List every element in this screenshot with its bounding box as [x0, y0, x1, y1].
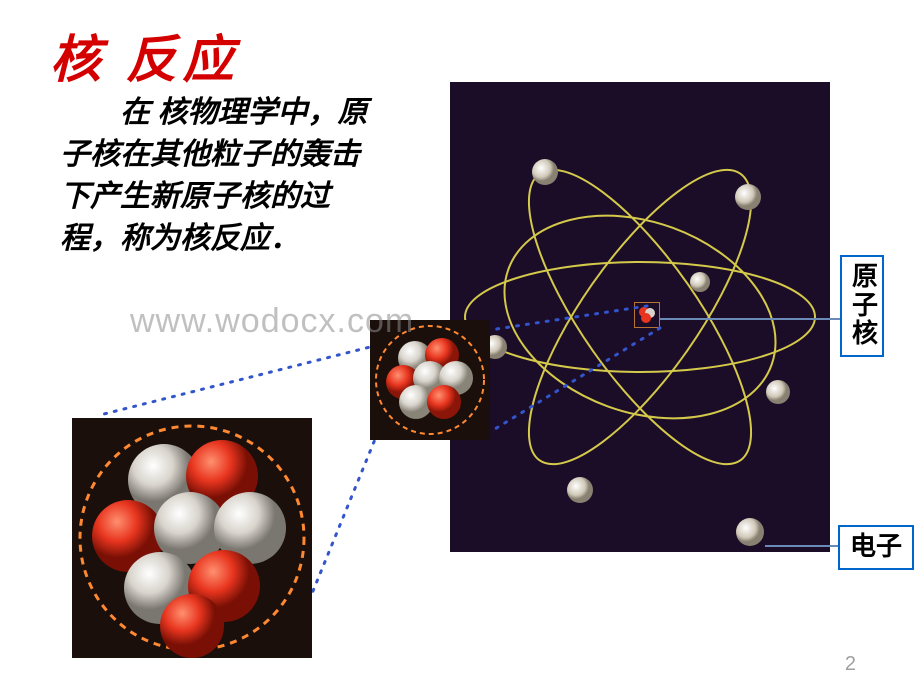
slide-title: 核 反应 — [50, 18, 240, 92]
atom-diagram — [450, 82, 830, 552]
label-nucleus: 原 子 核 — [840, 255, 884, 357]
page-number: 2 — [845, 653, 856, 676]
label-nucleus-char1: 原 — [852, 263, 872, 292]
label-nucleus-char2: 子 — [852, 292, 872, 321]
body-paragraph: 在 核物理学中，原子核在其他粒子的轰击下产生新原子核的过程，称为核反应． — [60, 92, 370, 260]
slide: 核 反应 在 核物理学中，原子核在其他粒子的轰击下产生新原子核的过程，称为核反应… — [0, 0, 920, 690]
label-electron: 电子 — [838, 525, 914, 570]
label-nucleus-char3: 核 — [852, 320, 872, 349]
connector-electron — [765, 545, 840, 547]
watermark-text: www.wodocx.com — [130, 302, 414, 341]
nucleus-magnified-large — [72, 418, 312, 658]
connector-nucleus — [660, 318, 840, 320]
nucleus-center-icon — [634, 302, 660, 328]
